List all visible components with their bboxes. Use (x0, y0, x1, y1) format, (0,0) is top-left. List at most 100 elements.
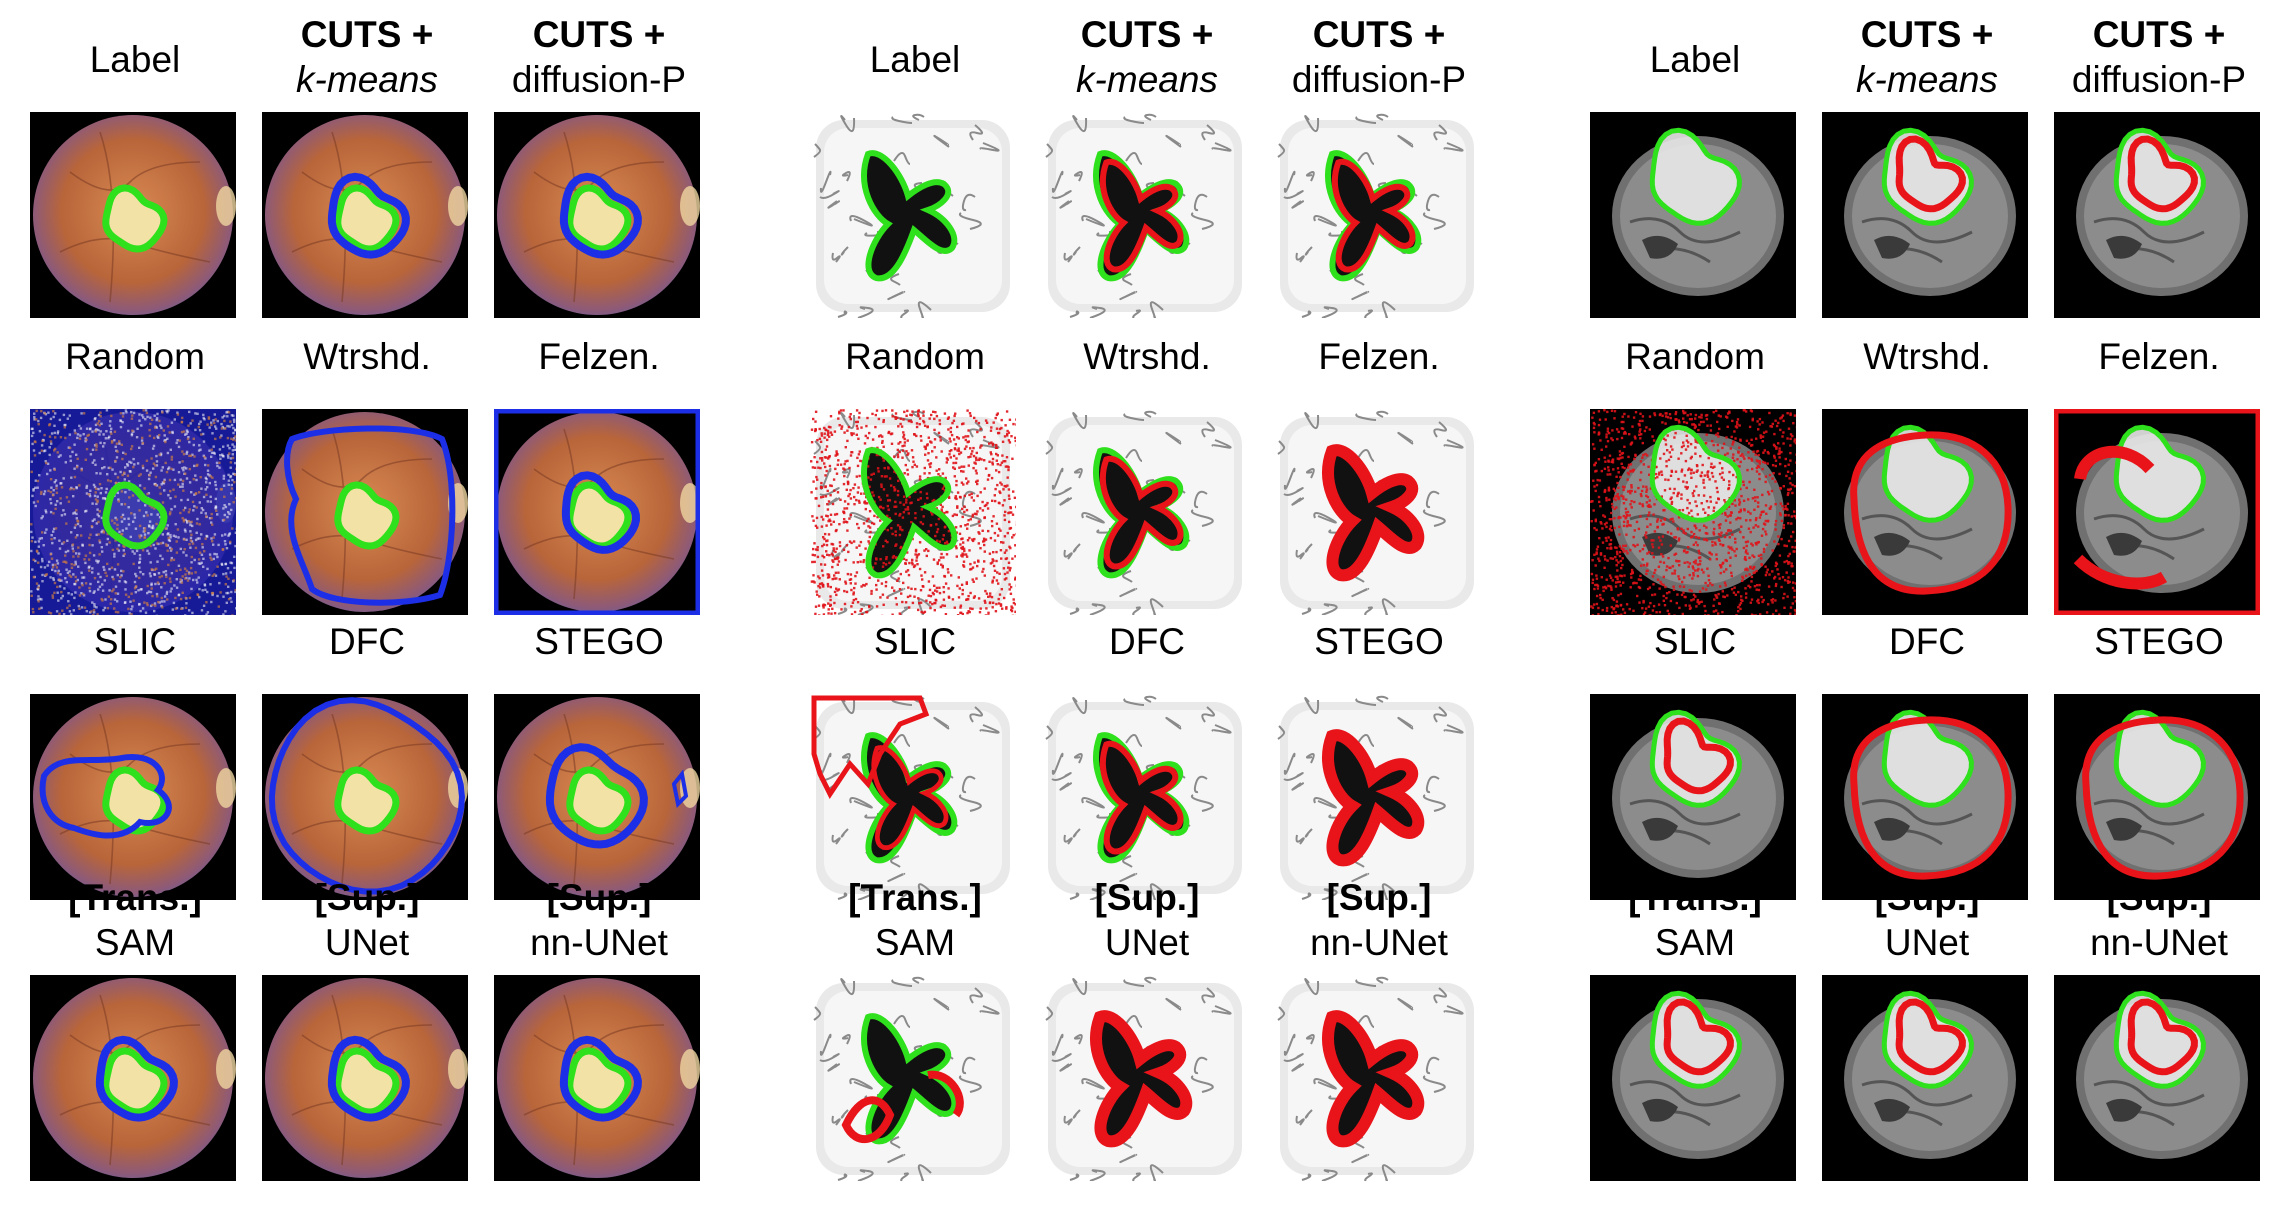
method-caption: k-means (1032, 57, 1262, 103)
method-caption: [Sup.] (484, 875, 714, 921)
method-caption: [Trans.] (20, 875, 250, 921)
caption-text: k-means (1856, 59, 1998, 100)
method-caption: Felzen. (538, 336, 660, 377)
segmentation-image (30, 694, 236, 900)
segmentation-image (1590, 409, 1796, 615)
segmentation-image (1590, 975, 1796, 1181)
caption-text: [Trans.] (68, 877, 202, 918)
caption-text: k-means (296, 59, 438, 100)
method-caption: SAM (874, 922, 956, 963)
segmentation-image (30, 112, 236, 318)
method-caption: Felzen. (2098, 336, 2220, 377)
segmentation-image (810, 694, 1016, 900)
segmentation-image (2054, 975, 2260, 1181)
method-caption: SLIC (93, 621, 177, 662)
method-caption: nn-UNet (530, 922, 668, 963)
method-caption: SLIC (873, 621, 957, 662)
method-caption: DFC (1888, 621, 1966, 662)
segmentation-image (494, 694, 700, 900)
method-caption: nn-UNet (2090, 922, 2228, 963)
method-caption: CUTS + (484, 12, 714, 58)
caption-text: [Sup.] (2106, 877, 2212, 918)
method-caption: Felzen. (1318, 336, 1440, 377)
segmentation-image (494, 409, 700, 615)
method-caption: UNet (1884, 922, 1970, 963)
method-caption: Label (869, 39, 961, 80)
method-caption: [Sup.] (1032, 875, 1262, 921)
caption-text: CUTS + (532, 14, 666, 55)
segmentation-image (810, 112, 1016, 318)
method-caption: [Trans.] (1580, 875, 1810, 921)
method-caption: SAM (1654, 922, 1736, 963)
method-caption: Wtrshd. (303, 336, 431, 377)
segmentation-image (494, 975, 700, 1181)
method-caption: [Sup.] (252, 875, 482, 921)
method-caption: STEGO (534, 621, 664, 662)
segmentation-image (1042, 409, 1248, 615)
method-caption: [Sup.] (1264, 875, 1494, 921)
method-caption: Label (1649, 39, 1741, 80)
panel-brain-tumor: Label CUTS + k-means CUTS + diffusion-P Ra… (1580, 0, 2277, 1232)
caption-text: [Sup.] (1874, 877, 1980, 918)
method-caption: diffusion-P (2071, 59, 2247, 100)
segmentation-image (1274, 694, 1480, 900)
segmentation-image (2054, 694, 2260, 900)
panel-retina: Label CUTS + k-means CUTS + diffusion-P (20, 0, 779, 1232)
method-caption: DFC (1108, 621, 1186, 662)
caption-text: [Trans.] (848, 877, 982, 918)
caption-text: [Trans.] (1628, 877, 1762, 918)
method-caption: Random (1625, 336, 1765, 377)
method-caption: [Sup.] (1812, 875, 2042, 921)
method-caption: UNet (1104, 922, 1190, 963)
method-caption: UNet (324, 922, 410, 963)
caption-text: CUTS + (2092, 14, 2226, 55)
method-caption: [Trans.] (800, 875, 1030, 921)
segmentation-image (1274, 975, 1480, 1181)
segmentation-image (1822, 975, 2028, 1181)
method-caption: STEGO (2094, 621, 2224, 662)
caption-text: CUTS + (1312, 14, 1446, 55)
caption-text: [Sup.] (1326, 877, 1432, 918)
method-caption: CUTS + (1264, 12, 1494, 58)
method-caption: [Sup.] (2044, 875, 2274, 921)
segmentation-image (1042, 975, 1248, 1181)
method-caption: Random (65, 336, 205, 377)
caption-text: CUTS + (1860, 14, 1994, 55)
method-caption: Wtrshd. (1083, 336, 1211, 377)
method-caption: diffusion-P (511, 59, 687, 100)
segmentation-image (1590, 694, 1796, 900)
segmentation-image (30, 975, 236, 1181)
segmentation-image (2054, 409, 2260, 615)
method-caption: CUTS + (2044, 12, 2274, 58)
caption-text: [Sup.] (1094, 877, 1200, 918)
method-caption: DFC (328, 621, 406, 662)
method-caption: Random (845, 336, 985, 377)
method-caption: diffusion-P (1291, 59, 1467, 100)
segmentation-image (262, 694, 468, 900)
segmentation-image (1822, 694, 2028, 900)
caption-text: [Sup.] (314, 877, 420, 918)
method-caption: CUTS + (1032, 12, 1262, 58)
segmentation-image (30, 409, 236, 615)
method-caption: nn-UNet (1310, 922, 1448, 963)
segmentation-image (1590, 112, 1796, 318)
segmentation-image (494, 112, 700, 318)
method-caption: Label (89, 39, 181, 80)
segmentation-image (2054, 112, 2260, 318)
method-caption: SAM (94, 922, 176, 963)
segmentation-image (262, 409, 468, 615)
caption-text: [Sup.] (546, 877, 652, 918)
segmentation-image (810, 975, 1016, 1181)
method-caption: SLIC (1653, 621, 1737, 662)
caption-text: k-means (1076, 59, 1218, 100)
method-caption: Wtrshd. (1863, 336, 1991, 377)
segmentation-image (1042, 694, 1248, 900)
segmentation-image (262, 112, 468, 318)
method-caption: k-means (1812, 57, 2042, 103)
segmentation-image (262, 975, 468, 1181)
method-caption: STEGO (1314, 621, 1444, 662)
method-caption: CUTS + (1812, 12, 2042, 58)
caption-text: CUTS + (1080, 14, 1214, 55)
panel-brain-ventricles: Label CUTS + k-means CUTS + diffusion-P Ra… (800, 0, 1559, 1232)
segmentation-image (1274, 409, 1480, 615)
